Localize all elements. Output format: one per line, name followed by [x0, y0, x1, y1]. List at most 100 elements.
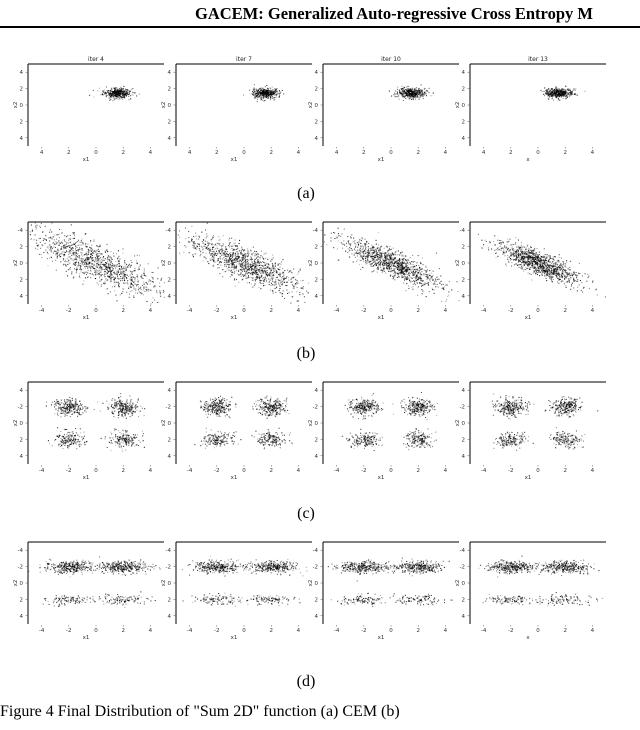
data-point — [367, 249, 369, 251]
data-point — [111, 90, 113, 92]
data-point — [76, 256, 78, 258]
data-point — [97, 263, 99, 265]
data-point — [402, 273, 404, 275]
data-point — [388, 266, 390, 268]
data-point — [220, 260, 222, 262]
data-point — [381, 271, 383, 273]
data-point — [69, 256, 71, 258]
data-point — [106, 262, 108, 264]
data-point — [230, 245, 232, 247]
data-point — [147, 289, 149, 291]
data-point — [131, 273, 133, 275]
data-point — [403, 95, 405, 97]
data-point — [242, 260, 244, 262]
data-point — [122, 95, 124, 97]
data-point — [65, 251, 67, 253]
data-point — [122, 279, 124, 281]
data-point — [422, 98, 424, 100]
data-point — [270, 97, 272, 99]
data-point — [277, 279, 279, 281]
data-point — [254, 90, 256, 92]
data-point — [115, 92, 117, 94]
data-point — [86, 256, 88, 258]
data-point — [397, 254, 399, 256]
data-point — [81, 254, 83, 256]
data-point — [110, 272, 112, 274]
data-point — [144, 290, 146, 292]
data-point — [131, 277, 133, 279]
data-point — [392, 277, 394, 279]
data-point — [80, 251, 82, 253]
data-point — [81, 238, 83, 240]
data-point — [82, 272, 84, 274]
data-point — [254, 258, 256, 260]
data-point — [256, 90, 258, 92]
data-point — [90, 247, 92, 249]
data-point — [85, 267, 87, 269]
data-point — [98, 250, 100, 252]
data-point — [565, 91, 567, 93]
data-point — [89, 262, 91, 264]
data-point — [382, 252, 384, 254]
data-point — [212, 236, 214, 238]
data-point — [296, 300, 298, 302]
data-point — [276, 276, 278, 278]
data-point — [563, 94, 565, 96]
data-point — [116, 300, 118, 302]
data-point — [46, 258, 48, 260]
data-point — [116, 271, 118, 273]
data-point — [558, 94, 560, 96]
data-point — [238, 260, 240, 262]
data-point — [268, 92, 270, 94]
data-point — [120, 88, 122, 90]
data-point — [67, 269, 69, 271]
data-point — [429, 277, 431, 279]
data-point — [564, 93, 566, 95]
data-point — [134, 277, 136, 279]
x-tick-label: 2 — [121, 150, 125, 156]
data-point — [110, 250, 112, 252]
data-point — [133, 92, 135, 94]
data-point — [251, 267, 253, 269]
data-point — [421, 257, 423, 259]
data-point — [256, 272, 258, 274]
data-point — [55, 251, 57, 253]
data-point — [258, 95, 260, 97]
data-point — [561, 91, 563, 93]
data-point — [107, 251, 109, 253]
data-point — [118, 260, 120, 262]
data-point — [235, 257, 237, 259]
data-point — [263, 253, 265, 255]
data-point — [238, 262, 240, 264]
data-point — [285, 277, 287, 279]
data-point — [555, 95, 557, 97]
data-point — [245, 270, 247, 272]
data-point — [100, 267, 102, 269]
data-point — [403, 92, 405, 94]
data-point — [358, 243, 360, 245]
data-point — [279, 288, 281, 290]
data-point — [241, 253, 243, 255]
data-point — [163, 296, 165, 298]
data-point — [403, 267, 405, 269]
data-point — [132, 276, 134, 278]
data-point — [87, 243, 89, 245]
data-point — [260, 92, 262, 94]
data-point — [361, 249, 363, 251]
data-point — [378, 254, 380, 256]
data-point — [389, 256, 391, 258]
data-point — [365, 243, 367, 245]
data-point — [87, 252, 89, 254]
data-point — [38, 238, 40, 240]
data-point — [99, 276, 101, 278]
data-point — [259, 270, 261, 272]
data-point — [147, 263, 149, 265]
data-point — [256, 263, 258, 265]
data-point — [243, 258, 245, 260]
data-point — [398, 267, 400, 269]
data-point — [69, 266, 71, 268]
data-point — [240, 260, 242, 262]
data-point — [394, 95, 396, 97]
data-point — [90, 277, 92, 279]
